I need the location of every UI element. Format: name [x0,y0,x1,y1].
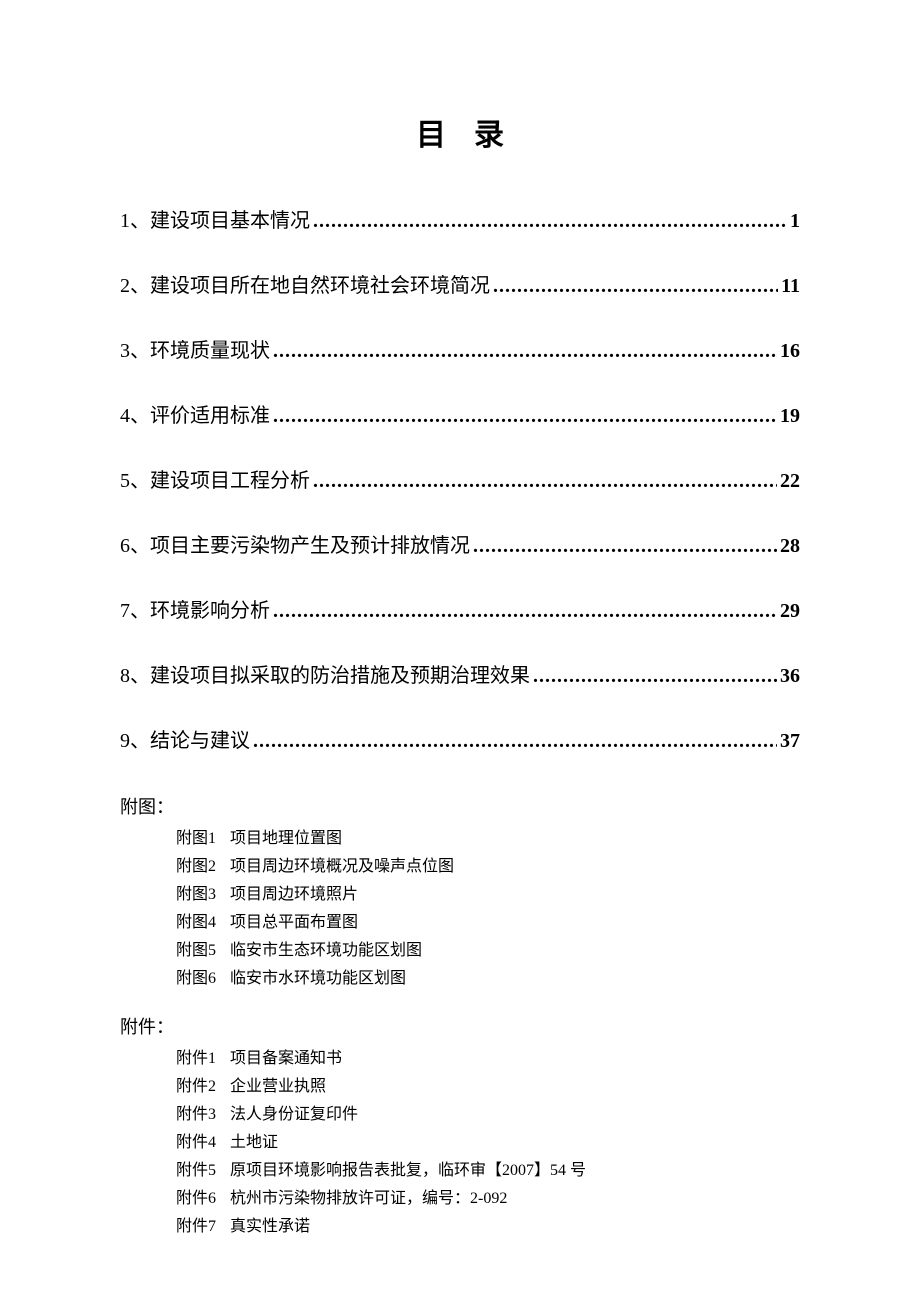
attachment-item-index-num: 3 [208,1101,216,1129]
toc-list: 1、建设项目基本情况 1 2、建设项目所在地自然环境社会环境简况 11 3、环境质量现状… [120,204,800,753]
toc-entry-page: 37 [780,730,800,753]
figure-item-desc: 项目总平面布置图 [230,914,358,931]
attachment-item-index-label: 附件 [176,1129,208,1157]
toc-leader [313,470,777,493]
figure-item-index-num: 1 [208,825,216,853]
toc-entry: 9、结论与建议 37 [120,724,800,753]
toc-entry: 1、建设项目基本情况 1 [120,204,800,233]
attachment-item: 附件 3 法人身份证复印件 [176,1101,800,1129]
figure-item: 附图 3 项目周边环境照片 [176,881,800,909]
toc-leader [253,730,777,753]
attachment-item-desc: 项目备案通知书 [230,1050,342,1067]
attachment-item-index-label: 附件 [176,1073,208,1101]
figure-item: 附图 5 临安市生态环境功能区划图 [176,937,800,965]
figure-item-index-label: 附图 [176,881,208,909]
attachment-item: 附件 1 项目备案通知书 [176,1045,800,1073]
toc-entry-label: 9、结论与建议 [120,724,250,753]
toc-entry-page: 28 [780,535,800,558]
attachment-item-index-label: 附件 [176,1045,208,1073]
attachment-item-index-num: 4 [208,1129,216,1157]
figure-item-index-label: 附图 [176,937,208,965]
toc-entry: 2、建设项目所在地自然环境社会环境简况 11 [120,269,800,298]
attachment-item-index-num: 7 [208,1213,216,1241]
toc-entry-label: 4、评价适用标准 [120,399,270,428]
figures-header: 附图： [120,793,800,819]
toc-entry-page: 11 [781,275,800,298]
attachment-item: 附件 6 杭州市污染物排放许可证，编号：2-092 [176,1185,800,1213]
attachment-item-desc: 真实性承诺 [230,1218,310,1235]
figure-item-index-num: 5 [208,937,216,965]
toc-entry-page: 22 [780,470,800,493]
toc-entry-page: 36 [780,665,800,688]
toc-entry-label: 2、建设项目所在地自然环境社会环境简况 [120,269,490,298]
figure-item: 附图 2 项目周边环境概况及噪声点位图 [176,853,800,881]
toc-leader [313,210,787,233]
attachment-item-index-num: 1 [208,1045,216,1073]
attachment-item-index-label: 附件 [176,1213,208,1241]
attachment-item-desc: 杭州市污染物排放许可证，编号：2-092 [230,1190,507,1207]
page-title: 目录 [120,110,800,154]
toc-leader [493,275,778,298]
figures-list: 附图 1项目地理位置图附图 2项目周边环境概况及噪声点位图附图 3项目周边环境照… [120,825,800,993]
toc-entry: 8、建设项目拟采取的防治措施及预期治理效果 36 [120,659,800,688]
figure-item: 附图 4 项目总平面布置图 [176,909,800,937]
toc-leader [533,665,777,688]
figure-item: 附图 1 项目地理位置图 [176,825,800,853]
toc-leader [273,405,777,428]
figure-item-desc: 临安市生态环境功能区划图 [230,942,422,959]
attachment-item-index-label: 附件 [176,1157,208,1185]
figure-item-index-num: 3 [208,881,216,909]
attachment-item: 附件 5 原项目环境影响报告表批复，临环审【2007】54 号 [176,1157,800,1185]
toc-entry: 5、建设项目工程分析 22 [120,464,800,493]
toc-entry-page: 1 [790,210,800,233]
attachment-item-desc: 法人身份证复印件 [230,1106,358,1123]
attachments-list: 附件 1项目备案通知书附件 2企业营业执照附件 3法人身份证复印件附件 4土地证… [120,1045,800,1241]
toc-entry-page: 19 [780,405,800,428]
attachment-item-desc: 土地证 [230,1134,278,1151]
attachment-item-index-label: 附件 [176,1185,208,1213]
toc-entry-label: 3、环境质量现状 [120,334,270,363]
figure-item-index-num: 2 [208,853,216,881]
attachment-item-index-label: 附件 [176,1101,208,1129]
toc-entry-label: 6、项目主要污染物产生及预计排放情况 [120,529,470,558]
figure-item-index-label: 附图 [176,965,208,993]
toc-entry-label: 5、建设项目工程分析 [120,464,310,493]
toc-entry-page: 16 [780,340,800,363]
attachments-header: 附件： [120,1013,800,1039]
toc-entry-label: 7、环境影响分析 [120,594,270,623]
attachment-item: 附件 7 真实性承诺 [176,1213,800,1241]
attachment-item-desc: 企业营业执照 [230,1078,326,1095]
toc-entry: 4、评价适用标准 19 [120,399,800,428]
figure-item-desc: 临安市水环境功能区划图 [230,970,406,987]
figure-item-index-label: 附图 [176,853,208,881]
figure-item-index-num: 6 [208,965,216,993]
toc-leader [273,600,777,623]
toc-entry-label: 1、建设项目基本情况 [120,204,310,233]
figure-item: 附图 6 临安市水环境功能区划图 [176,965,800,993]
attachment-item: 附件 4 土地证 [176,1129,800,1157]
figure-item-index-label: 附图 [176,825,208,853]
toc-entry: 7、环境影响分析 29 [120,594,800,623]
figure-item-index-label: 附图 [176,909,208,937]
toc-entry: 6、项目主要污染物产生及预计排放情况 28 [120,529,800,558]
figure-item-desc: 项目周边环境照片 [230,886,358,903]
attachment-item-desc: 原项目环境影响报告表批复，临环审【2007】54 号 [230,1162,586,1179]
figure-item-desc: 项目地理位置图 [230,830,342,847]
toc-leader [273,340,777,363]
toc-entry: 3、环境质量现状 16 [120,334,800,363]
toc-entry-label: 8、建设项目拟采取的防治措施及预期治理效果 [120,659,530,688]
figure-item-desc: 项目周边环境概况及噪声点位图 [230,858,454,875]
figure-item-index-num: 4 [208,909,216,937]
toc-leader [473,535,777,558]
attachment-item-index-num: 6 [208,1185,216,1213]
attachment-item: 附件 2 企业营业执照 [176,1073,800,1101]
toc-entry-page: 29 [780,600,800,623]
attachment-item-index-num: 2 [208,1073,216,1101]
attachment-item-index-num: 5 [208,1157,216,1185]
